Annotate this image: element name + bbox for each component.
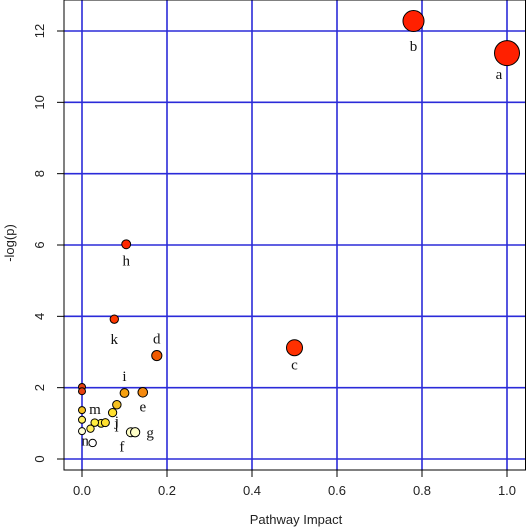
data-point (86, 424, 95, 433)
data-point-e (137, 387, 149, 398)
data-point-d (151, 349, 163, 362)
data-point (78, 415, 86, 424)
axis-titles: Pathway Impact -log(p) (2, 224, 343, 527)
point-label-j: j (114, 414, 119, 430)
point-label-e: e (139, 399, 146, 415)
y-tick-label: 0 (32, 455, 47, 462)
point-label-n: n (81, 433, 89, 449)
data-point-h (121, 239, 132, 250)
y-tick-label: 2 (32, 384, 47, 391)
plot-frame (63, 0, 526, 471)
x-axis-title: Pathway Impact (250, 512, 343, 527)
data-point-c (286, 339, 303, 357)
y-tick-label: 8 (32, 170, 47, 177)
data-point (78, 387, 86, 396)
data-point-m (78, 406, 86, 415)
data-point-g (130, 427, 141, 438)
y-tick-label: 12 (32, 24, 47, 38)
x-tick-label: 0.0 (73, 483, 91, 498)
data-point (90, 418, 100, 427)
point-label-k: k (111, 332, 119, 348)
data-point (78, 427, 86, 436)
x-tick-label: 0.6 (328, 483, 346, 498)
data-point-i (119, 388, 130, 398)
x-tick-label: 0.2 (158, 483, 176, 498)
x-tick-label: 1.0 (498, 483, 516, 498)
y-axis-title: -log(p) (2, 224, 17, 262)
point-label-d: d (153, 332, 161, 348)
data-point (100, 418, 110, 428)
point-label-f: f (119, 439, 124, 455)
point-label-l: l (115, 420, 119, 436)
data-point-b (402, 9, 425, 33)
data-point-a (494, 40, 520, 67)
data-point-l (107, 407, 118, 418)
point-label-i: i (122, 369, 126, 385)
point-labels: a b c d e f g h i j k lmn (81, 39, 502, 455)
data-points (78, 9, 520, 448)
point-label-b: b (410, 39, 418, 55)
x-tick-label: 0.8 (413, 483, 431, 498)
data-point-k (109, 314, 119, 324)
grid (64, 0, 526, 470)
y-tick-label: 6 (32, 241, 47, 248)
x-tick-label: 0.4 (243, 483, 261, 498)
point-label-a: a (496, 67, 503, 83)
data-point-j (112, 400, 122, 410)
point-label-c: c (291, 358, 298, 374)
point-label-g: g (146, 425, 154, 441)
point-label-m: m (89, 402, 101, 418)
y-tick-label: 4 (32, 313, 47, 320)
point-label-h: h (122, 253, 130, 269)
data-point (88, 438, 97, 448)
y-tick-label: 10 (32, 95, 47, 109)
